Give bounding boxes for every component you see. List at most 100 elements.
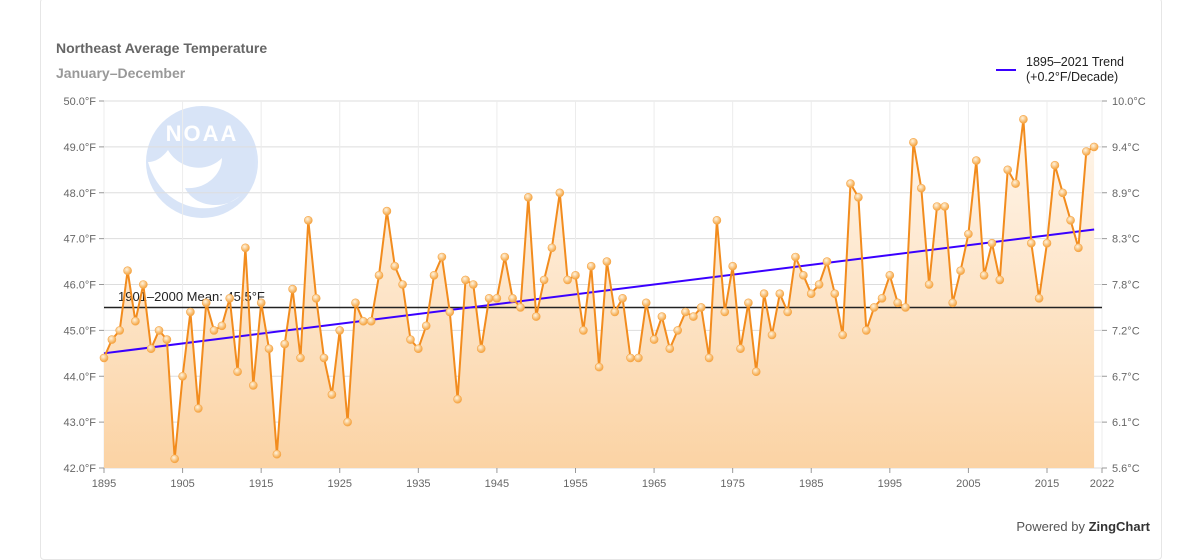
data-point-1983[interactable] <box>791 252 800 262</box>
data-point-1990[interactable] <box>846 179 855 188</box>
data-point-1918[interactable] <box>280 339 290 349</box>
data-point-1915[interactable] <box>256 298 266 308</box>
data-point-1942[interactable] <box>468 280 478 289</box>
data-point-1901[interactable] <box>146 344 156 354</box>
data-point-1925[interactable] <box>335 326 345 335</box>
data-point-1991[interactable] <box>854 193 863 202</box>
data-point-1949[interactable] <box>523 193 533 202</box>
data-point-1979[interactable] <box>759 289 769 299</box>
data-point-1976[interactable] <box>736 344 745 354</box>
data-point-2015[interactable] <box>1042 238 1052 248</box>
data-point-1930[interactable] <box>374 270 384 280</box>
data-point-1905[interactable] <box>178 371 187 381</box>
data-point-2014[interactable] <box>1034 293 1044 303</box>
data-point-1955[interactable] <box>571 270 580 280</box>
data-point-1948[interactable] <box>516 303 525 312</box>
data-point-1965[interactable] <box>649 335 659 344</box>
data-point-1924[interactable] <box>327 390 337 399</box>
data-point-1902[interactable] <box>154 326 164 335</box>
data-point-2000[interactable] <box>924 280 934 289</box>
data-point-1977[interactable] <box>744 298 753 308</box>
data-point-2017[interactable] <box>1058 188 1067 198</box>
data-point-1951[interactable] <box>539 275 549 285</box>
data-point-2011[interactable] <box>1011 179 1020 188</box>
data-point-1966[interactable] <box>657 312 667 321</box>
data-point-1928[interactable] <box>358 316 368 326</box>
data-point-1913[interactable] <box>241 243 250 253</box>
data-point-1988[interactable] <box>830 289 840 299</box>
data-point-1931[interactable] <box>382 206 392 216</box>
data-point-1900[interactable] <box>139 280 148 289</box>
data-point-1947[interactable] <box>508 293 517 303</box>
data-point-1938[interactable] <box>437 252 447 262</box>
data-point-2007[interactable] <box>979 270 989 280</box>
data-point-1917[interactable] <box>272 449 282 459</box>
data-point-1961[interactable] <box>618 293 627 303</box>
data-point-1957[interactable] <box>586 261 596 271</box>
data-point-1940[interactable] <box>453 394 462 404</box>
data-point-1970[interactable] <box>689 312 698 321</box>
data-point-1904[interactable] <box>170 454 179 464</box>
data-point-1954[interactable] <box>563 275 572 285</box>
data-point-2012[interactable] <box>1019 115 1028 124</box>
data-point-1911[interactable] <box>225 293 234 303</box>
data-point-1910[interactable] <box>217 321 227 331</box>
data-point-2020[interactable] <box>1082 147 1091 156</box>
data-point-2018[interactable] <box>1066 216 1075 225</box>
data-point-1914[interactable] <box>249 381 258 390</box>
data-point-1972[interactable] <box>704 353 714 363</box>
data-point-1973[interactable] <box>712 216 722 225</box>
data-point-1952[interactable] <box>547 243 557 253</box>
data-point-1999[interactable] <box>916 183 926 193</box>
data-point-1906[interactable] <box>186 307 195 317</box>
data-point-1996[interactable] <box>893 298 903 308</box>
data-point-1995[interactable] <box>885 270 895 280</box>
data-point-1945[interactable] <box>492 293 502 303</box>
data-point-1912[interactable] <box>233 367 242 377</box>
data-point-2021[interactable] <box>1089 142 1099 152</box>
data-point-2019[interactable] <box>1074 243 1083 253</box>
data-point-2008[interactable] <box>987 238 997 248</box>
data-point-1967[interactable] <box>665 344 675 354</box>
data-point-1943[interactable] <box>476 344 486 354</box>
data-point-1927[interactable] <box>351 298 360 308</box>
data-point-1971[interactable] <box>696 303 706 312</box>
data-point-1936[interactable] <box>421 321 431 331</box>
data-point-1953[interactable] <box>555 188 565 198</box>
data-point-1935[interactable] <box>413 344 423 354</box>
data-point-2013[interactable] <box>1027 238 1036 248</box>
data-point-1989[interactable] <box>838 330 848 340</box>
data-point-1963[interactable] <box>634 353 643 363</box>
powered-by-credit[interactable]: Powered by ZingChart <box>1016 519 1150 534</box>
data-point-1958[interactable] <box>594 362 604 372</box>
data-point-1937[interactable] <box>429 270 439 280</box>
data-point-1909[interactable] <box>209 326 219 335</box>
data-point-1929[interactable] <box>366 316 376 326</box>
data-point-1960[interactable] <box>610 307 620 317</box>
data-point-1969[interactable] <box>681 307 690 317</box>
data-point-1987[interactable] <box>822 257 832 266</box>
data-point-1908[interactable] <box>201 298 211 308</box>
data-point-1985[interactable] <box>806 289 816 299</box>
data-point-1933[interactable] <box>398 280 407 289</box>
data-point-1984[interactable] <box>799 270 808 280</box>
data-point-1916[interactable] <box>264 344 274 354</box>
data-point-1956[interactable] <box>579 326 588 335</box>
data-point-1986[interactable] <box>814 280 824 289</box>
data-point-1920[interactable] <box>296 353 305 363</box>
data-point-2001[interactable] <box>932 202 942 211</box>
data-point-1975[interactable] <box>728 261 738 271</box>
data-point-1895[interactable] <box>99 353 109 363</box>
data-point-1997[interactable] <box>901 303 910 312</box>
data-point-1946[interactable] <box>500 252 510 262</box>
data-point-2004[interactable] <box>956 266 965 276</box>
data-point-1959[interactable] <box>602 257 612 266</box>
data-point-1922[interactable] <box>311 293 321 303</box>
data-point-1980[interactable] <box>767 330 777 340</box>
data-point-1923[interactable] <box>319 353 329 363</box>
data-point-1921[interactable] <box>303 216 313 225</box>
data-point-1903[interactable] <box>162 335 172 344</box>
data-point-2005[interactable] <box>964 229 973 239</box>
data-point-2003[interactable] <box>948 298 958 308</box>
data-point-1974[interactable] <box>720 307 730 317</box>
